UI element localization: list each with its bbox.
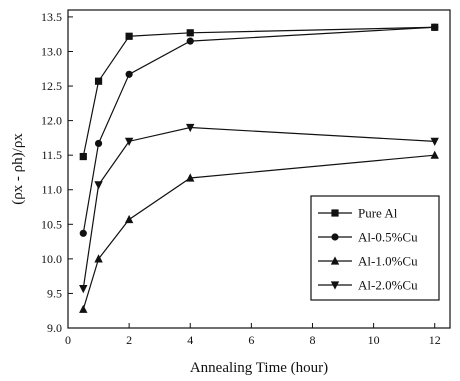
- data-point: [94, 181, 103, 190]
- data-point: [79, 229, 87, 237]
- legend-label: Al-2.0%Cu: [358, 278, 418, 293]
- x-tick-label: 4: [187, 333, 193, 347]
- y-tick-label: 9.5: [47, 286, 62, 300]
- x-tick-label: 8: [309, 333, 315, 347]
- legend-label: Al-1.0%Cu: [358, 254, 418, 269]
- legend-marker: [331, 233, 339, 241]
- data-point: [94, 254, 103, 263]
- x-tick-label: 6: [248, 333, 254, 347]
- y-tick-label: 10.0: [41, 252, 62, 266]
- data-point: [124, 214, 134, 224]
- data-point: [430, 137, 439, 146]
- data-point: [186, 173, 195, 182]
- y-tick-label: 12.0: [41, 114, 62, 128]
- data-point: [125, 70, 133, 78]
- y-tick-label: 11.5: [41, 148, 62, 162]
- legend-label: Pure Al: [358, 206, 398, 221]
- data-point: [186, 29, 194, 37]
- y-tick-label: 11.0: [41, 183, 62, 197]
- data-point: [186, 123, 195, 133]
- x-tick-label: 2: [126, 333, 132, 347]
- legend-marker: [331, 209, 339, 217]
- data-point: [124, 137, 134, 146]
- legend-marker: [330, 256, 340, 265]
- series-line-1: [82, 26, 435, 157]
- data-point: [430, 150, 439, 159]
- data-point: [79, 284, 88, 294]
- y-tick-label: 9.0: [47, 321, 62, 335]
- y-tick-label: 13.0: [41, 44, 62, 58]
- legend-marker: [330, 281, 340, 290]
- y-axis-title: (ρx - ρh)/ρx: [10, 133, 26, 205]
- legend-label: Al-0.5%Cu: [358, 230, 418, 245]
- y-tick-label: 13.5: [41, 10, 62, 24]
- series-layer: [79, 23, 439, 313]
- y-tick-label: 10.5: [41, 217, 62, 231]
- plot-frame: [67, 9, 451, 329]
- data-point: [94, 77, 103, 85]
- ticks-layer: 0 2 4 6 8 10 12 9.0 9.5 10.0 10.5 11.0 11.5 12.0 12.5 1…: [41, 10, 441, 347]
- x-tick-label: 10: [368, 333, 380, 347]
- legend: Pure Al Al-0.5%Cu Al-1.0%Cu Al-2.0%Cu: [310, 195, 440, 301]
- data-point: [125, 32, 133, 40]
- legend-entries: Pure Al Al-0.5%Cu Al-1.0%Cu Al-2.0%Cu: [318, 206, 418, 293]
- data-point: [431, 23, 439, 31]
- data-point: [186, 37, 194, 45]
- data-point: [79, 152, 87, 161]
- y-tick-label: 12.5: [41, 79, 62, 93]
- x-axis-title: Annealing Time (hour): [190, 360, 328, 376]
- x-tick-label: 0: [65, 333, 71, 347]
- data-point: [94, 139, 103, 148]
- x-tick-label: 12: [429, 333, 441, 347]
- data-point: [79, 304, 88, 313]
